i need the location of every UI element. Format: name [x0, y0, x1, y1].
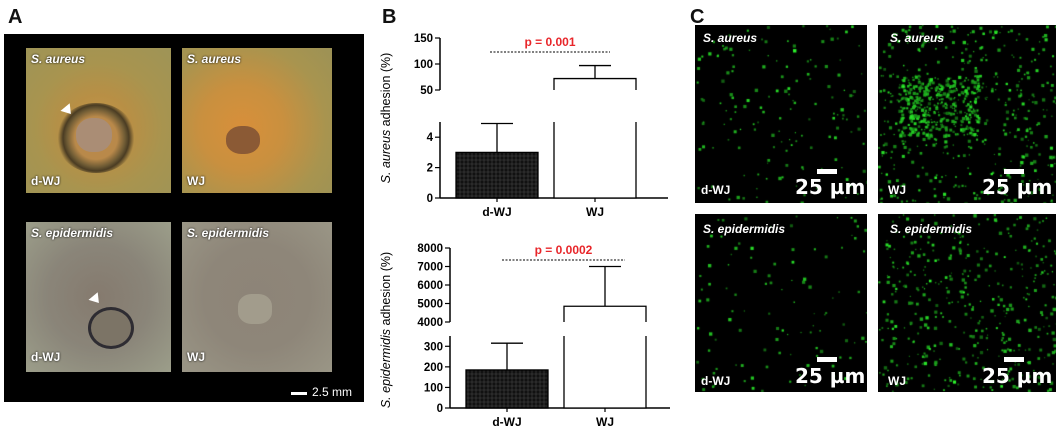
panel-a-photo-grid: S. aureus d-WJ S. aureus WJ S. epidermid… [4, 34, 364, 402]
y-axis-label: S. epidermidis adhesion (%) [379, 252, 393, 408]
chart-aureus-adhesion: 50 100 150 0 2 4 d-WJ WJ p = 0.001 S. aureus adhe… [379, 33, 668, 219]
p-value-annotation: p = 0.0002 [535, 243, 593, 257]
scale-bar [1004, 357, 1024, 362]
y-tick-label: 2 [427, 163, 433, 175]
tile-species-label: S. epidermidis [703, 222, 786, 236]
x-tick-label: WJ [586, 205, 604, 219]
tissue-disc [238, 294, 272, 324]
y-tick-label: 7000 [417, 262, 443, 274]
tile-species-label: S. aureus [703, 31, 758, 45]
micrograph-epidermidis-dwj: S. epidermidis d-WJ 25 µm [695, 214, 867, 392]
x-tick-label: d-WJ [482, 205, 511, 219]
y-tick-label: 8000 [417, 243, 443, 255]
y-tick-label: 100 [414, 59, 433, 71]
scale-bar [291, 392, 307, 395]
micrograph-aureus-dwj: S. aureus d-WJ 25 µm [695, 25, 867, 203]
scale-bar-label: 25 µm [982, 175, 1053, 199]
photo-epidermidis-dwj: S. epidermidis d-WJ [26, 222, 171, 372]
tile-condition-label: WJ [187, 350, 205, 364]
tissue-disc [226, 126, 260, 154]
panel-letter-a: A [8, 6, 23, 28]
tissue-disc [88, 307, 134, 349]
bar-d-wj [465, 369, 549, 409]
tile-condition-label: WJ [187, 174, 205, 188]
y-tick-label: 100 [424, 382, 443, 394]
tile-condition-label: WJ [888, 183, 906, 197]
micrograph-epidermidis-wj: S. epidermidis WJ 25 µm [878, 214, 1056, 392]
tile-condition-label: d-WJ [31, 174, 61, 188]
p-value-annotation: p = 0.001 [524, 35, 575, 49]
tile-condition-label: WJ [888, 374, 906, 388]
bar-d-wj [455, 151, 539, 199]
y-tick-label: 0 [437, 403, 443, 415]
photo-aureus-dwj: S. aureus d-WJ [26, 48, 171, 193]
y-axis-label: S. aureus adhesion (%) [379, 53, 393, 184]
scale-bar [1004, 169, 1024, 174]
tile-species-label: S. aureus [187, 52, 242, 66]
tile-condition-label: d-WJ [701, 183, 731, 197]
tile-species-label: S. aureus [890, 31, 945, 45]
y-tick-label: 5000 [417, 299, 443, 311]
tile-condition-label: d-WJ [31, 350, 61, 364]
scale-bar-label: 25 µm [795, 364, 866, 388]
panel-letter-c: C [690, 6, 705, 28]
y-tick-label: 0 [427, 193, 433, 205]
scale-bar [817, 357, 837, 362]
tile-condition-label: d-WJ [701, 374, 731, 388]
y-tick-label: 4 [427, 132, 434, 144]
tile-species-label: S. epidermidis [187, 226, 270, 240]
y-tick-label: 200 [424, 362, 443, 374]
y-tick-label: 300 [424, 341, 443, 353]
bar-wj-lower [553, 122, 637, 199]
scale-bar [817, 169, 837, 174]
y-tick-label: 50 [420, 85, 433, 97]
panel-letter-b: B [382, 6, 397, 28]
photo-aureus-wj: S. aureus WJ [182, 48, 332, 193]
x-tick-label: d-WJ [492, 415, 521, 429]
bar-wj-lower [563, 336, 647, 409]
tile-species-label: S. epidermidis [31, 226, 114, 240]
tile-species-label: S. epidermidis [890, 222, 973, 236]
bar-wj-upper [563, 305, 647, 322]
chart-epidermidis-adhesion: 4000 5000 6000 7000 8000 0 100 200 300 d-WJ WJ p = … [379, 243, 670, 429]
micrograph-aureus-wj: S. aureus WJ 25 µm [878, 25, 1056, 203]
bar-wj-upper [553, 77, 637, 90]
arrow-icon [88, 292, 104, 307]
y-tick-label: 4000 [417, 317, 443, 329]
y-tick-label: 6000 [417, 280, 443, 292]
scale-bar-label: 25 µm [795, 175, 866, 199]
photo-epidermidis-wj: S. epidermidis WJ [182, 222, 332, 372]
x-tick-label: WJ [596, 415, 614, 429]
y-tick-label: 150 [414, 33, 433, 45]
tile-species-label: S. aureus [31, 52, 86, 66]
scale-bar-label: 25 µm [982, 364, 1053, 388]
scale-bar-label: 2.5 mm [312, 385, 353, 399]
tissue-disc [76, 118, 112, 152]
